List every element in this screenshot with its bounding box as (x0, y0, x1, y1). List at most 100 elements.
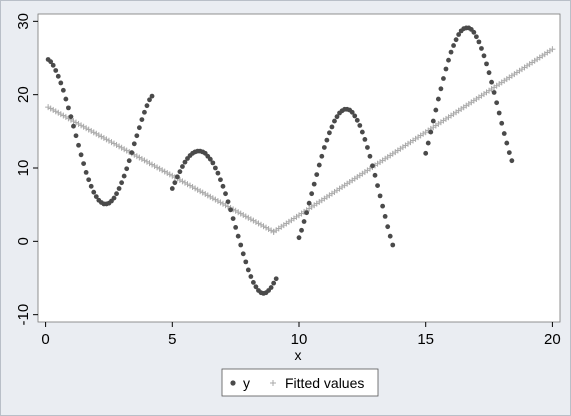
fitted-point (154, 164, 161, 171)
y-point (91, 189, 97, 195)
fitted-point (181, 179, 188, 186)
fitted-point (50, 106, 57, 113)
y-point (53, 68, 59, 73)
fitted-point (214, 197, 221, 204)
x-axis: 0 5 10 15 20 (41, 322, 561, 348)
y-point (73, 133, 79, 139)
legend-fitted-marker (270, 380, 276, 386)
y-point (385, 224, 391, 230)
fitted-point (232, 207, 239, 214)
y-point (425, 140, 431, 146)
plot-area (37, 13, 561, 323)
fitted-point (237, 210, 244, 217)
fitted-point (159, 167, 166, 174)
y-point (509, 158, 515, 164)
y-point (119, 180, 125, 186)
y-point (430, 118, 436, 124)
fitted-point (45, 104, 52, 111)
fitted-point (138, 155, 145, 162)
y-point (377, 193, 383, 199)
y-point (129, 150, 135, 156)
fitted-point (161, 168, 168, 175)
y-point (423, 150, 429, 156)
y-point (484, 61, 489, 67)
y-point (334, 114, 340, 120)
y-point (88, 183, 94, 189)
y-point (58, 80, 64, 86)
fitted-point (88, 127, 95, 134)
y-point (235, 233, 241, 239)
y-point (220, 183, 226, 189)
fitted-point (247, 216, 254, 223)
y-point (136, 125, 142, 131)
y-point (60, 87, 66, 93)
y-point (314, 172, 320, 178)
y-point (501, 131, 507, 136)
legend-y-label: y (243, 375, 250, 391)
y-point (71, 123, 76, 129)
y-point (76, 142, 81, 148)
y-point (174, 174, 180, 180)
fitted-point (78, 122, 85, 129)
fitted-point (149, 161, 156, 168)
fitted-point (85, 126, 92, 133)
y-point (324, 137, 330, 143)
fitted-point (111, 140, 118, 147)
y-point (139, 117, 145, 122)
fitted-point (250, 217, 257, 224)
fitted-point (184, 181, 191, 188)
fitted-point (83, 125, 90, 132)
fitted-point (55, 109, 62, 116)
fitted-point (75, 120, 82, 127)
fitted-point (212, 196, 219, 203)
y-point (131, 141, 137, 147)
y-point (301, 219, 307, 224)
y-point (114, 191, 119, 197)
fitted-point (80, 123, 87, 130)
fitted-point (260, 223, 267, 230)
fitted-point (166, 171, 173, 178)
y-point (210, 160, 216, 166)
fitted-point (263, 224, 270, 231)
y-point (365, 145, 370, 150)
y-point (387, 233, 393, 239)
fitted-point (105, 137, 112, 144)
y-point (296, 235, 302, 241)
y-point (81, 161, 87, 167)
y-point (245, 267, 251, 273)
fitted-point (242, 213, 249, 220)
fitted-point (549, 46, 556, 53)
y-point (250, 280, 256, 285)
y-point (86, 177, 92, 183)
y-point (306, 200, 312, 206)
y-point (481, 53, 487, 59)
fitted-point (245, 214, 252, 221)
fitted-point (156, 165, 163, 172)
y-point (121, 173, 127, 179)
fitted-point (73, 119, 80, 126)
fitted-point (202, 190, 209, 197)
fitted-point (265, 225, 272, 232)
y-tick-label: 30 (15, 13, 32, 30)
fitted-point (176, 176, 183, 183)
y-tick-label: -10 (15, 304, 32, 326)
fitted-point (113, 141, 120, 148)
y-point (253, 284, 259, 290)
y-point (50, 62, 56, 68)
y-point (362, 137, 368, 142)
fitted-point (98, 133, 105, 140)
y-point (359, 129, 365, 135)
y-point (316, 162, 322, 168)
fitted-point (100, 134, 107, 141)
y-point (428, 129, 434, 135)
y-point (321, 145, 327, 150)
y-point (78, 152, 84, 158)
fitted-point (60, 112, 67, 119)
y-point (83, 170, 89, 175)
y-point (441, 76, 446, 81)
fitted-point (199, 189, 206, 196)
y-point (496, 110, 502, 116)
fitted-point (257, 221, 264, 228)
y-point (124, 166, 130, 172)
y-point (248, 274, 254, 279)
